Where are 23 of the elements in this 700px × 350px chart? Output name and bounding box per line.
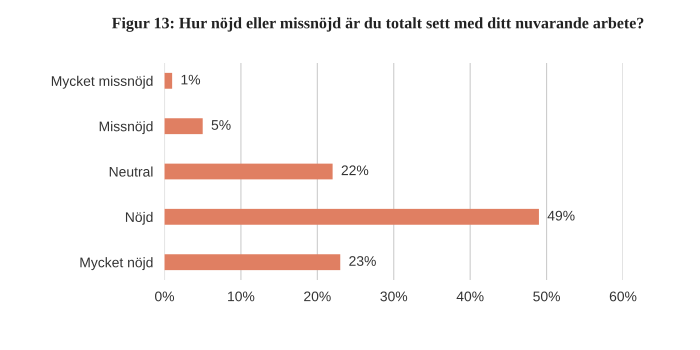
x-tick-label: 0% xyxy=(155,291,174,302)
data-label: 49% xyxy=(548,210,575,221)
bar xyxy=(164,72,172,89)
bar xyxy=(164,118,203,134)
bar xyxy=(164,254,340,270)
data-label: 5% xyxy=(212,120,231,130)
x-tick-label: 50% xyxy=(533,291,560,302)
data-label: 22% xyxy=(342,165,368,176)
data-label: 23% xyxy=(349,256,376,266)
data-label: 1% xyxy=(182,74,200,84)
y-tick-label: Missnöjd xyxy=(100,121,152,134)
x-tick-label: 10% xyxy=(228,291,254,302)
x-tick-label: 40% xyxy=(456,291,484,302)
x-tick-label: 30% xyxy=(380,291,408,302)
bar xyxy=(164,208,539,225)
x-tick-label: 60% xyxy=(610,291,636,302)
y-tick-label: Neutral xyxy=(110,166,152,177)
chart-title: Figur 13: Hur nöjd eller missnöjd är du totalt sett med ditt nuvarande arbete? xyxy=(112,17,644,32)
x-tick-label: 20% xyxy=(304,291,331,302)
y-tick-label: Mycket missnöjd xyxy=(52,76,152,89)
y-tick-label: Mycket nöjd xyxy=(80,257,152,270)
bar xyxy=(164,164,333,180)
y-tick-label: Nöjd xyxy=(126,212,152,225)
